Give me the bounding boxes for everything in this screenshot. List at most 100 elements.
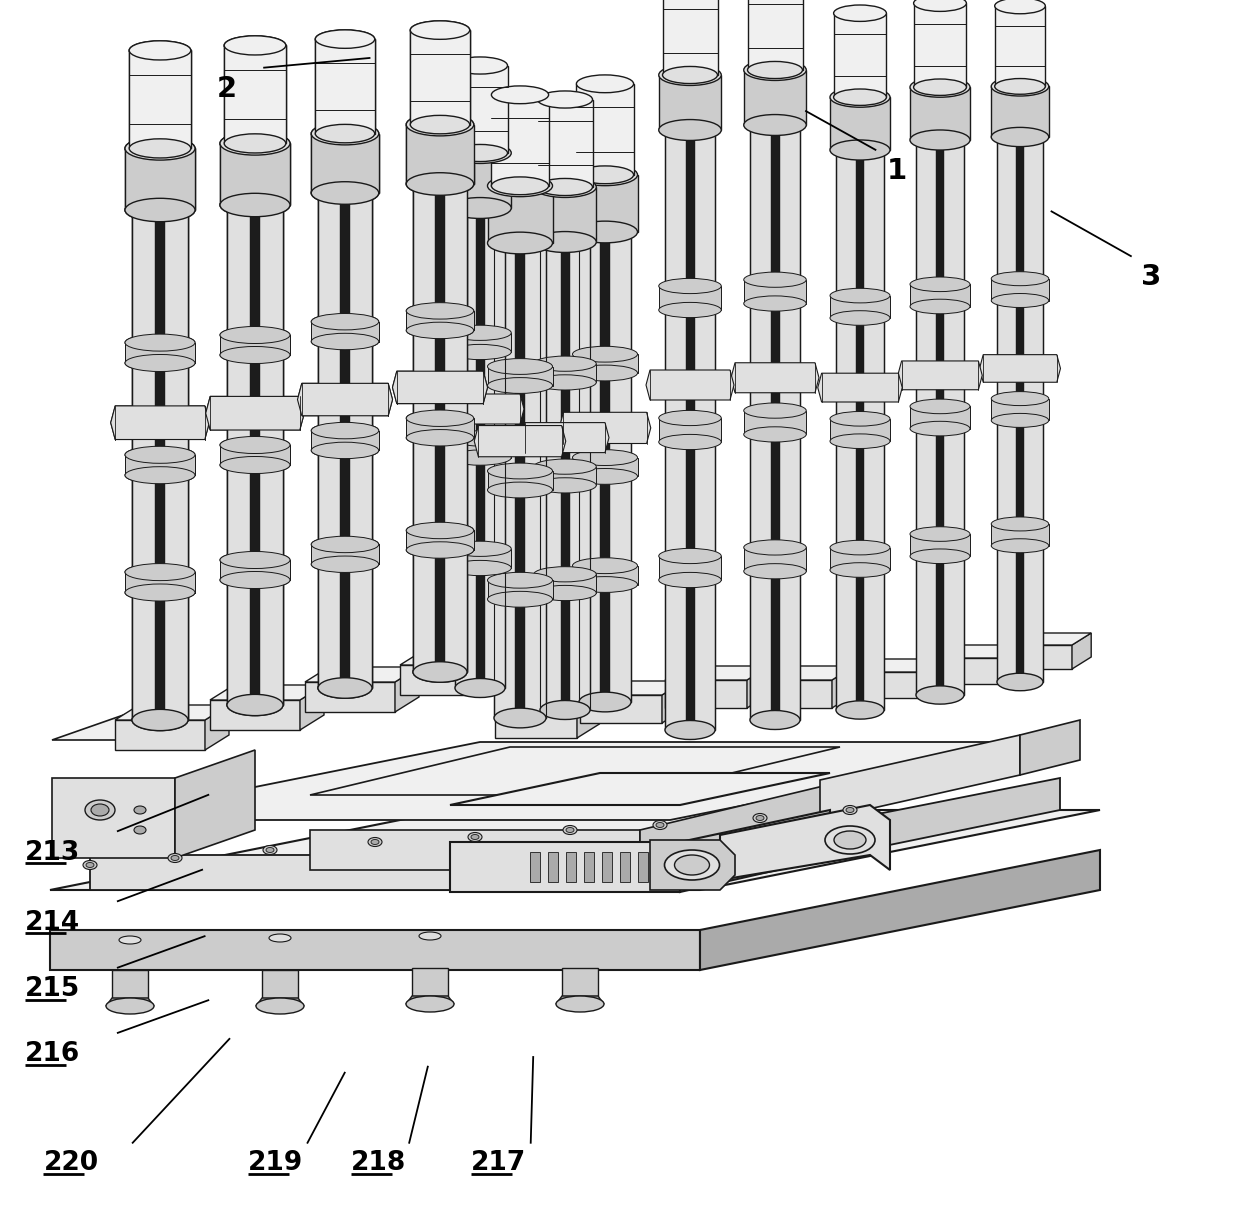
Ellipse shape xyxy=(487,573,553,588)
Text: 219: 219 xyxy=(248,1150,304,1177)
Polygon shape xyxy=(487,366,553,385)
Ellipse shape xyxy=(579,692,631,712)
Polygon shape xyxy=(573,565,637,585)
Polygon shape xyxy=(219,335,290,355)
Ellipse shape xyxy=(371,840,379,844)
Polygon shape xyxy=(91,742,1060,820)
Polygon shape xyxy=(298,383,393,416)
Ellipse shape xyxy=(539,701,590,720)
Text: 217: 217 xyxy=(471,1150,527,1177)
Polygon shape xyxy=(573,175,637,232)
Polygon shape xyxy=(836,150,884,710)
Ellipse shape xyxy=(656,823,663,827)
Ellipse shape xyxy=(407,114,474,135)
Polygon shape xyxy=(746,666,769,708)
Text: 216: 216 xyxy=(25,1041,81,1068)
Ellipse shape xyxy=(219,347,290,364)
Polygon shape xyxy=(413,184,467,672)
Polygon shape xyxy=(533,187,596,242)
Polygon shape xyxy=(407,530,474,550)
Polygon shape xyxy=(1016,137,1024,683)
Ellipse shape xyxy=(131,709,188,731)
Polygon shape xyxy=(300,685,324,730)
Ellipse shape xyxy=(125,466,195,483)
Text: 214: 214 xyxy=(25,910,79,936)
Polygon shape xyxy=(205,705,229,750)
Ellipse shape xyxy=(410,21,470,40)
Ellipse shape xyxy=(487,359,553,374)
Ellipse shape xyxy=(219,457,290,474)
Ellipse shape xyxy=(129,41,191,60)
Ellipse shape xyxy=(756,815,764,820)
Text: 220: 220 xyxy=(43,1150,98,1177)
Polygon shape xyxy=(50,930,701,970)
Polygon shape xyxy=(407,124,474,184)
Ellipse shape xyxy=(467,832,482,842)
Polygon shape xyxy=(916,140,963,695)
Polygon shape xyxy=(658,418,722,442)
Polygon shape xyxy=(999,633,1091,645)
Polygon shape xyxy=(579,232,631,702)
Polygon shape xyxy=(529,852,539,882)
Polygon shape xyxy=(639,852,649,882)
Ellipse shape xyxy=(658,278,722,294)
Ellipse shape xyxy=(658,435,722,449)
Polygon shape xyxy=(1073,633,1091,669)
Ellipse shape xyxy=(675,855,709,875)
Ellipse shape xyxy=(267,848,274,853)
Polygon shape xyxy=(91,855,670,890)
Ellipse shape xyxy=(227,695,283,715)
Ellipse shape xyxy=(449,325,511,341)
Ellipse shape xyxy=(830,434,890,448)
Ellipse shape xyxy=(410,116,470,134)
Ellipse shape xyxy=(317,678,372,698)
Ellipse shape xyxy=(125,583,195,602)
Polygon shape xyxy=(110,406,210,440)
Polygon shape xyxy=(910,406,970,429)
Ellipse shape xyxy=(662,66,718,83)
Ellipse shape xyxy=(311,181,378,204)
Polygon shape xyxy=(125,343,195,362)
Polygon shape xyxy=(219,445,290,465)
Ellipse shape xyxy=(125,583,195,602)
Ellipse shape xyxy=(91,805,109,815)
Polygon shape xyxy=(560,242,569,710)
Polygon shape xyxy=(206,396,304,430)
Ellipse shape xyxy=(573,164,637,186)
Polygon shape xyxy=(539,242,590,710)
Text: 215: 215 xyxy=(25,976,81,1003)
Ellipse shape xyxy=(125,564,195,581)
Polygon shape xyxy=(490,650,515,695)
Polygon shape xyxy=(744,70,806,124)
Ellipse shape xyxy=(311,536,378,552)
Polygon shape xyxy=(994,6,1045,87)
Ellipse shape xyxy=(537,91,593,108)
Ellipse shape xyxy=(407,323,474,338)
Ellipse shape xyxy=(255,998,304,1014)
Ellipse shape xyxy=(910,77,970,97)
Polygon shape xyxy=(516,243,525,718)
Polygon shape xyxy=(640,782,839,870)
Polygon shape xyxy=(817,373,903,402)
Ellipse shape xyxy=(407,114,474,135)
Ellipse shape xyxy=(407,430,474,446)
Polygon shape xyxy=(662,681,684,724)
Ellipse shape xyxy=(407,542,474,558)
Ellipse shape xyxy=(125,564,195,581)
Ellipse shape xyxy=(125,335,195,352)
Ellipse shape xyxy=(910,548,970,564)
Ellipse shape xyxy=(311,536,378,552)
Ellipse shape xyxy=(311,314,378,330)
Polygon shape xyxy=(450,842,680,892)
Ellipse shape xyxy=(413,662,467,683)
Ellipse shape xyxy=(219,347,290,364)
Polygon shape xyxy=(405,997,454,1004)
Polygon shape xyxy=(474,425,565,457)
Polygon shape xyxy=(401,650,515,664)
Ellipse shape xyxy=(753,813,768,823)
Ellipse shape xyxy=(413,662,467,683)
Ellipse shape xyxy=(825,826,875,854)
Polygon shape xyxy=(52,712,255,741)
Ellipse shape xyxy=(219,571,290,588)
Ellipse shape xyxy=(129,139,191,158)
